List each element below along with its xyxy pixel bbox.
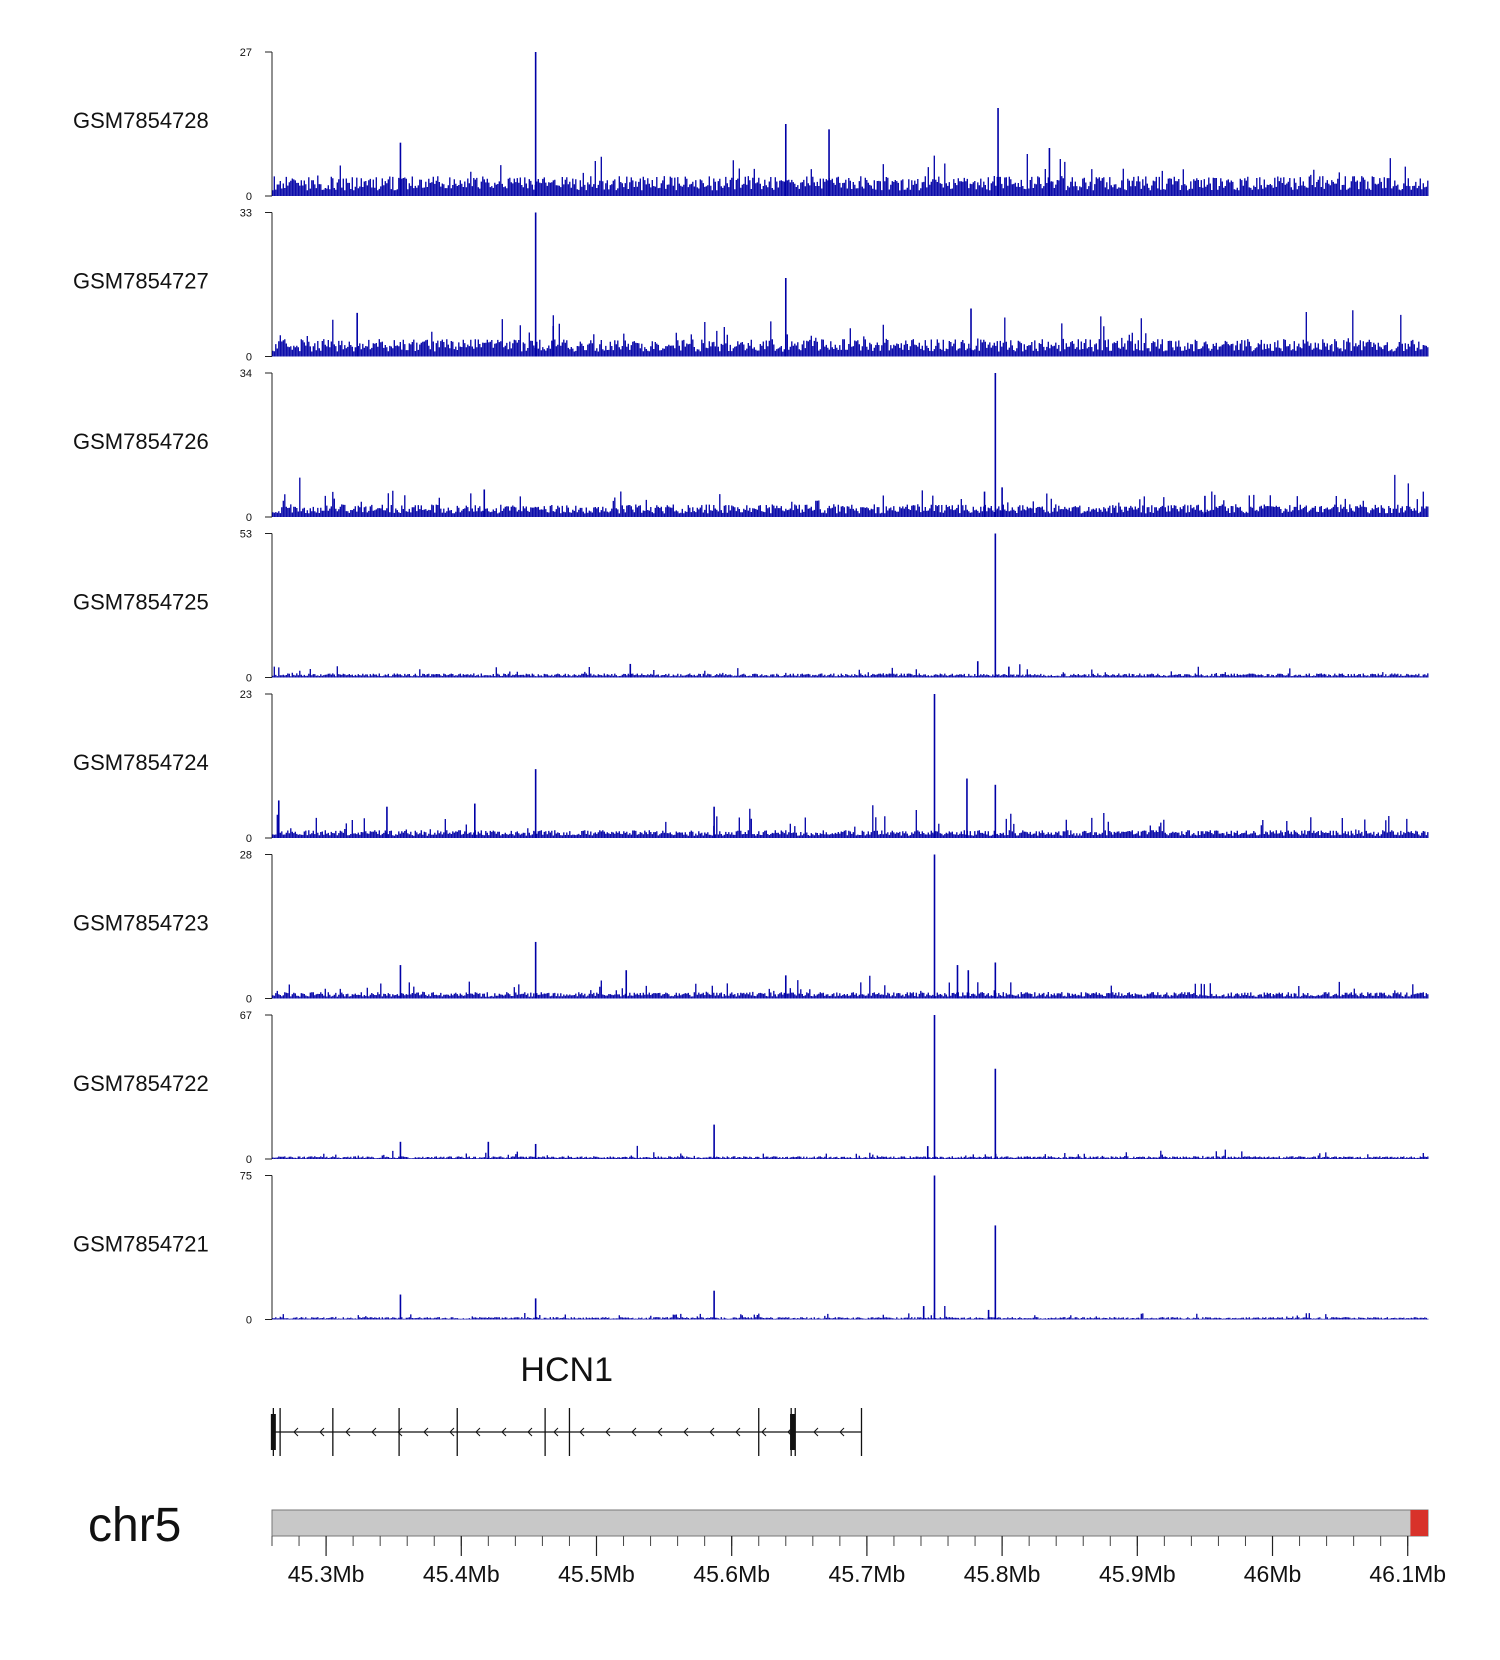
strand-arrow [501,1427,507,1437]
genomic-axis: 45.3Mb 45.4Mb 45.5Mb 45.6Mb 45.7Mb 45.8Mb 45.9… [271,1536,1446,1587]
strand-arrow [371,1427,377,1437]
x-tick-label: 45.9Mb [1099,1561,1176,1587]
track-ymax-label: 34 [240,368,252,380]
track-label: GSM7854725 [73,590,209,615]
gene-label: HCN1 [520,1351,613,1389]
coverage-signal [272,975,1429,999]
track-ymax-label: 33 [240,208,252,220]
strand-arrow [657,1427,663,1437]
coverage-signal [272,474,1429,517]
x-tick-label: 45.5Mb [558,1561,635,1587]
track-ymax-label: 27 [240,47,252,59]
coverage-signal [272,1145,1429,1159]
track-ymax-label: 23 [240,689,252,701]
strand-arrow [423,1427,429,1437]
track-ymin-label: 0 [246,1315,252,1327]
gene-track: HCN1 [270,1351,863,1456]
track-label: GSM7854724 [73,750,209,775]
strand-arrow [839,1427,845,1437]
track-label: GSM7854728 [73,108,209,133]
track-ymin-label: 0 [246,512,252,524]
strand-arrow [683,1427,689,1437]
track-ymin-label: 0 [246,994,252,1006]
strand-arrow [605,1427,611,1437]
strand-arrow [319,1427,325,1437]
gene-exon-block [790,1414,796,1450]
track-ymax-label: 67 [240,1010,252,1022]
track-label: GSM7854726 [73,429,209,454]
strand-arrow [397,1427,403,1437]
strand-arrow [449,1427,455,1437]
x-tick-label: 45.7Mb [829,1561,906,1587]
track-label: GSM7854722 [73,1071,209,1096]
strand-arrow [345,1427,351,1437]
coverage-signal [272,805,1429,838]
track-ymin-label: 0 [246,673,252,685]
coverage-tracks: GSM7854728270GSM7854727330GSM7854726340G… [73,47,1429,1327]
strand-arrow [761,1427,767,1437]
track-ymin-label: 0 [246,1154,252,1166]
track-ymin-label: 0 [246,352,252,364]
strand-arrow [631,1427,637,1437]
track-ymax-label: 53 [240,529,252,541]
coverage-signal [272,664,1429,678]
strand-arrow [579,1427,585,1437]
gene-exon-block [270,1414,276,1450]
track-GSM7854725: GSM7854725 53 0 [73,529,1429,685]
x-tick-label: 45.8Mb [964,1561,1041,1587]
strand-arrow [709,1427,715,1437]
track-ymin-label: 0 [246,833,252,845]
track-GSM7854721: GSM7854721 75 0 [73,1171,1429,1327]
ideogram-highlight [1410,1510,1428,1536]
x-tick-label: 45.4Mb [423,1561,500,1587]
chromosome-label: chr5 [88,1499,181,1552]
strand-arrow [527,1427,533,1437]
coverage-signal [272,1306,1429,1320]
track-label: GSM7854727 [73,269,209,294]
x-tick-label: 45.6Mb [693,1561,770,1587]
track-ymax-label: 75 [240,1171,252,1183]
strand-arrow [293,1427,299,1437]
track-label: GSM7854723 [73,911,209,936]
track-GSM7854723: GSM7854723 28 0 [73,850,1429,1006]
strand-arrow [813,1427,819,1437]
x-tick-label: 46.1Mb [1369,1561,1446,1587]
track-label: GSM7854721 [73,1232,209,1257]
track-ymin-label: 0 [246,191,252,203]
track-GSM7854722: GSM7854722 67 0 [73,1010,1429,1166]
track-GSM7854727: GSM7854727 33 0 [73,208,1429,364]
ideogram-bar [271,1509,1429,1537]
strand-arrow [553,1427,559,1437]
track-GSM7854724: GSM7854724 23 0 [73,689,1429,845]
x-tick-label: 46Mb [1244,1561,1302,1587]
strand-arrow [735,1427,741,1437]
track-GSM7854728: GSM7854728 27 0 [73,47,1429,203]
chromosome-ideogram: chr5 [88,1499,1429,1552]
x-tick-label: 45.3Mb [288,1561,365,1587]
track-ymax-label: 28 [240,850,252,862]
coverage-signal [272,154,1429,196]
strand-arrow [475,1427,481,1437]
track-GSM7854726: GSM7854726 34 0 [73,368,1429,524]
coverage-signal [272,310,1429,357]
